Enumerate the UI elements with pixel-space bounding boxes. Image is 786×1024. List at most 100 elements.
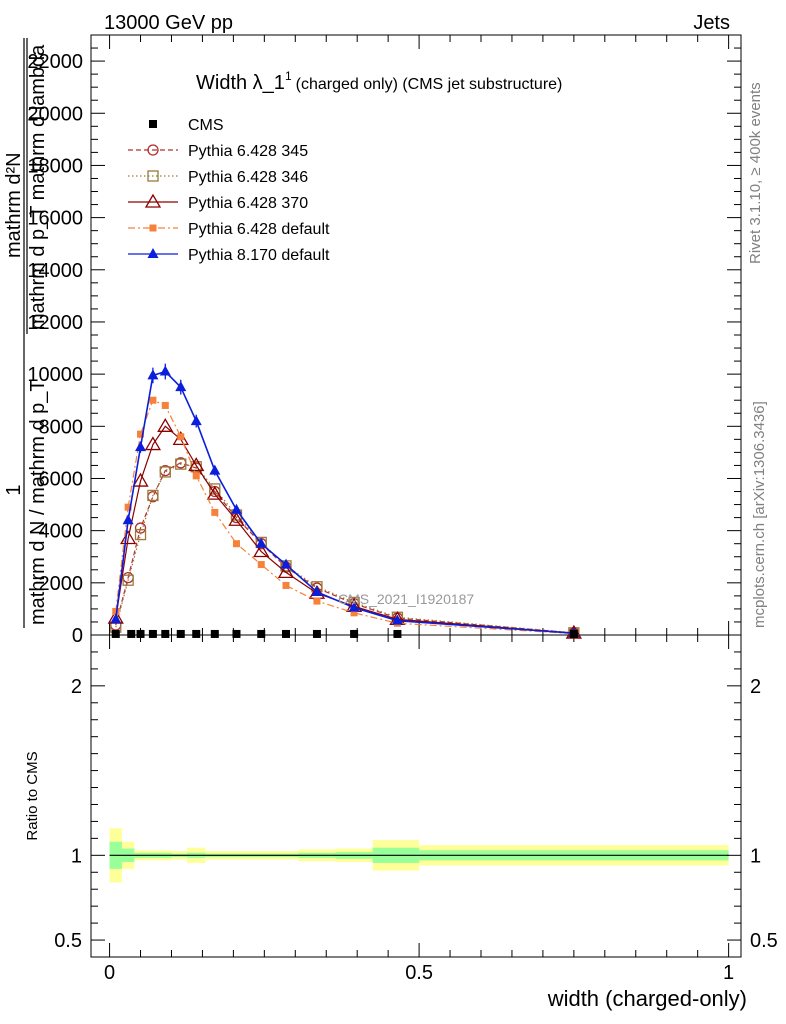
series-3-point <box>120 530 137 545</box>
series-0-point <box>148 629 157 638</box>
x-tick-label: 0.5 <box>405 962 433 984</box>
series-4-point <box>211 508 219 516</box>
header-right: Jets <box>693 12 730 34</box>
header-left: 13000 GeV pp <box>104 12 233 34</box>
series-5-point <box>110 613 122 624</box>
series-3-point <box>132 472 149 487</box>
main-y-tick-label: 22000 <box>27 51 83 73</box>
series-5-point <box>209 464 221 475</box>
plot-title-sup: 1 <box>285 69 292 83</box>
plot-title: Width λ_11 (charged only) (CMS jet substr… <box>196 69 562 94</box>
series-0-point <box>111 629 120 638</box>
series-3-point <box>206 485 223 500</box>
legend-marker-0 <box>149 120 157 128</box>
main-y-tick-label: 10000 <box>27 364 83 386</box>
series-5-point <box>147 369 159 380</box>
series-5-point <box>348 601 360 612</box>
series-5-point <box>122 514 134 525</box>
series-0-point <box>192 629 201 638</box>
series-4-point <box>112 608 120 616</box>
series-4-point <box>177 433 185 441</box>
main-ylabel-num2-top: mathrm d²N <box>3 152 25 258</box>
main-ylabel-num: 1 <box>3 484 25 495</box>
ratio-y-tick-label-left: 2 <box>71 676 82 698</box>
series-4-point <box>124 503 132 511</box>
series-5-point <box>280 558 292 569</box>
series-3-point <box>277 564 295 579</box>
series-5-point <box>230 503 242 514</box>
ratio-y-tick-label-right: 0.5 <box>750 930 778 952</box>
main-y-tick-label: 18000 <box>27 155 83 177</box>
main-y-tick-label: 6000 <box>39 468 84 490</box>
analysis-watermark: CMS_2021_I1920187 <box>338 591 474 607</box>
series-0-point <box>350 629 359 638</box>
series-2-point <box>175 458 187 470</box>
x-tick-label: 0 <box>104 962 115 984</box>
x-axis-label: width (charged-only) <box>547 986 747 1011</box>
series-4-point <box>282 581 290 589</box>
plot-title-main: Width λ_1 <box>196 72 285 94</box>
series-0-point <box>282 629 290 638</box>
ratio-y-tick-label-left: 1 <box>71 845 82 867</box>
series-1-line <box>115 462 574 634</box>
x-tick-label: 1 <box>723 962 734 984</box>
series-5-point <box>311 585 323 596</box>
series-0-point <box>176 629 185 638</box>
legend-label-1: Pythia 6.428 345 <box>188 143 308 160</box>
main-ylabel-num2-bottom: mathrm d p_T mathrm d lambda <box>27 44 49 330</box>
main-y-tick-label: 8000 <box>39 416 84 438</box>
series-2-point <box>147 489 159 502</box>
series-4-point <box>149 396 157 404</box>
ratio-y-tick-label-right: 1 <box>750 845 761 867</box>
series-4-point <box>192 472 200 480</box>
series-3-point <box>228 511 245 526</box>
series-0-point <box>210 629 219 638</box>
legend-label-4: Pythia 6.428 default <box>188 221 330 238</box>
series-5-point <box>135 441 147 452</box>
ratio-panel-frame <box>90 634 742 958</box>
series-4-point <box>350 609 358 617</box>
main-y-tick-label: 12000 <box>27 312 83 334</box>
ratio-y-ticks: 0.5 0.5 1 1 2 2 <box>54 651 778 952</box>
legend-marker-2 <box>147 170 159 182</box>
series-4-point <box>257 561 265 569</box>
series-5-point <box>391 614 403 625</box>
legend-marker-1 <box>147 144 159 156</box>
legend-label-0: CMS <box>188 117 224 134</box>
ratio-y-tick-label-right: 2 <box>750 676 761 698</box>
legend: CMS Pythia 6.428 345 Pythia 6.428 346 Pythi… <box>128 117 330 264</box>
series-layer <box>107 363 582 639</box>
series-0-point <box>161 629 170 638</box>
series-3-point <box>144 436 162 451</box>
main-y-tick-label: 20000 <box>27 103 83 125</box>
legend-label-2: Pythia 6.428 346 <box>188 169 308 186</box>
series-0-point <box>257 629 266 638</box>
main-y-ticks: 0 2000 4000 6000 8000 10000 12000 14000 16000 180… <box>27 34 741 647</box>
main-y-axis-label: 1 mathrm d N / mathrm d p_T mathrm d²N m… <box>3 38 49 628</box>
series-3-point <box>253 543 270 558</box>
series-0-point <box>312 629 321 638</box>
series-4-point <box>161 401 169 409</box>
series-0-point <box>127 629 136 638</box>
main-y-tick-label: 16000 <box>27 208 83 230</box>
series-0-point <box>393 629 402 638</box>
legend-marker-3 <box>144 193 162 208</box>
main-y-tick-label: 14000 <box>27 260 83 282</box>
legend-marker-5 <box>147 248 159 258</box>
mcplots-label: mcplots.cern.ch [arXiv:1306.3436] <box>751 401 768 628</box>
ratio-y-tick-label-left: 0.5 <box>54 930 82 952</box>
series-5-point <box>159 365 171 376</box>
ratio-ylabel: Ratio to CMS <box>24 751 41 840</box>
series-4-point <box>137 430 145 438</box>
series-3-point <box>157 418 174 432</box>
legend-marker-4 <box>149 224 157 232</box>
series-5-point <box>190 415 202 426</box>
main-y-tick-label: 2000 <box>39 573 84 595</box>
series-3-point <box>188 457 205 472</box>
series-0-point <box>136 629 145 638</box>
series-2-point <box>122 574 134 586</box>
main-y-tick-label: 0 <box>72 625 83 647</box>
series-0-point <box>569 629 578 638</box>
series-5-point <box>255 537 267 548</box>
